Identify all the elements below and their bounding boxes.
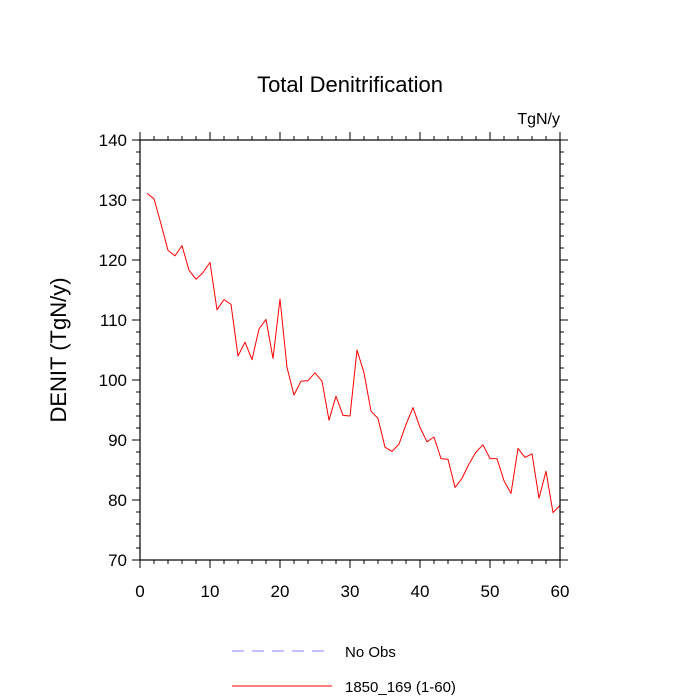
y-tick-label: 80 — [108, 491, 127, 510]
plot-frame — [139, 139, 561, 561]
x-tick-label: 40 — [411, 582, 430, 601]
y-tick-label: 120 — [99, 251, 127, 270]
axis-tick-labels: 0 10 20 30 40 50 60 70 80 90 100 110 120 130 140 — [99, 131, 570, 601]
y-tick-label: 130 — [99, 191, 127, 210]
y-tick-label: 110 — [100, 311, 127, 330]
x-tick-label: 60 — [551, 582, 570, 601]
x-tick-label: 20 — [271, 582, 290, 601]
y-axis-label: DENIT (TgN/y) — [46, 277, 71, 422]
x-tick-label: 0 — [135, 582, 144, 601]
y-tick-label: 100 — [99, 371, 127, 390]
x-tick-label: 30 — [341, 582, 360, 601]
legend-label-1850-169: 1850_169 (1-60) — [345, 679, 456, 696]
axis-ticks — [132, 132, 568, 568]
series-lines — [146, 193, 561, 514]
legend-label-no-obs: No Obs — [345, 644, 396, 661]
x-tick-label: 10 — [201, 582, 220, 601]
y-tick-label: 140 — [99, 131, 127, 150]
chart-title: Total Denitrification — [257, 72, 443, 97]
y-tick-label: 90 — [108, 431, 127, 450]
legend: No Obs 1850_169 (1-60) — [232, 644, 456, 696]
series-line — [146, 193, 561, 514]
units-label: TgN/y — [517, 111, 560, 128]
y-tick-label: 70 — [108, 551, 127, 570]
x-tick-label: 50 — [481, 582, 500, 601]
